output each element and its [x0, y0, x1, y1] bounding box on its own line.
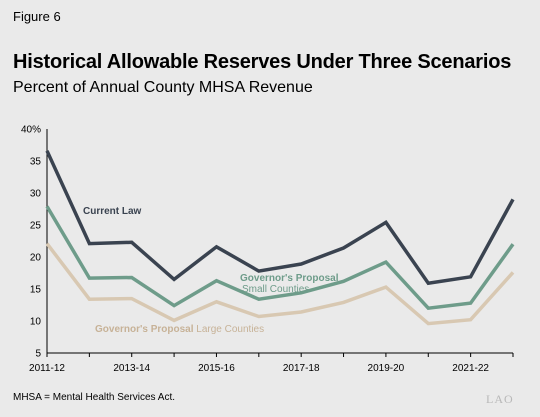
- y-tick-label: 35: [30, 157, 42, 168]
- y-tick-label: 30: [30, 189, 42, 200]
- y-tick-label: 15: [30, 285, 42, 296]
- y-tick-label: 5: [35, 349, 41, 360]
- series-line-2: [45, 242, 515, 326]
- y-tick-label: 10: [30, 317, 42, 328]
- x-tick-label: 2017-18: [283, 363, 320, 374]
- x-tick-label: 2011-12: [29, 363, 65, 374]
- chart-subtitle: Percent of Annual County MHSA Revenue: [13, 79, 313, 96]
- footnote: MHSA = Mental Health Services Act.: [13, 392, 176, 403]
- figure-label: Figure 6: [13, 9, 61, 24]
- series-label-small-bold: Governor's Proposal: [240, 273, 339, 284]
- lao-logo: LAO: [486, 392, 514, 406]
- series-line-0: [45, 150, 515, 286]
- series-label-small-light: Small Counties: [242, 284, 309, 295]
- series-label-current-law: Current Law: [83, 206, 142, 217]
- series-label-large: Governor's Proposal Large Counties: [95, 324, 264, 335]
- x-tick-label: 2015-16: [198, 363, 235, 374]
- y-tick-label: 40%: [21, 125, 41, 136]
- x-tick-label: 2019-20: [368, 363, 405, 374]
- y-tick-label: 25: [30, 221, 42, 232]
- series-line-1: [45, 205, 515, 311]
- y-tick-label: 20: [30, 253, 42, 264]
- x-tick-label: 2013-14: [113, 363, 150, 374]
- x-tick-label: 2021-22: [452, 363, 489, 374]
- chart-title: Historical Allowable Reserves Under Thre…: [13, 51, 512, 73]
